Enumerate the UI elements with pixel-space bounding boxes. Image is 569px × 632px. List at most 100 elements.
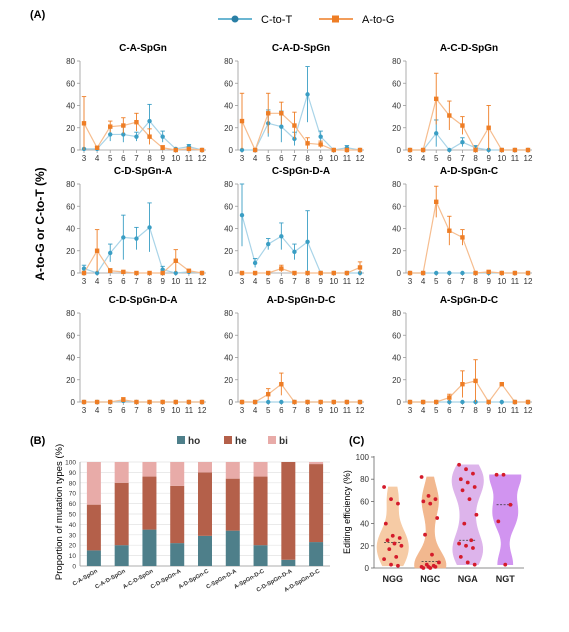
point-ctot <box>447 270 452 276</box>
point-atog <box>147 134 152 139</box>
point-atog <box>81 121 87 126</box>
point-ctot <box>160 267 165 272</box>
x-tick-label: 11 <box>511 406 520 415</box>
data-point <box>458 555 463 559</box>
x-tick-label: 8 <box>305 277 310 286</box>
y-tick-label: 20 <box>66 124 75 133</box>
panel-title: A-SpGn-D-C <box>440 295 498 306</box>
point-atog <box>134 399 139 405</box>
data-point <box>433 564 438 569</box>
point-atog <box>134 270 139 276</box>
series-line-ctot <box>242 92 361 151</box>
point-atog <box>499 270 504 276</box>
point-atog <box>266 392 271 397</box>
panel-c: (C) Editing efficiency (%) 0 20 40 60 80 100 N… <box>342 435 524 584</box>
bar-segment-bi <box>86 462 101 505</box>
x-tick-label: 4 <box>253 154 258 163</box>
y-tick-label: 60 <box>224 331 233 340</box>
series-line-atog <box>410 97 528 152</box>
violin-NGC <box>414 476 447 569</box>
x-tick-label: 5 <box>266 406 271 415</box>
violin-chart: 0 20 40 60 80 100 NGG NGC NGA NGT <box>356 453 524 584</box>
y-tick-label: 40 <box>224 354 233 363</box>
point-ctot <box>305 239 310 245</box>
x-tick-label: 8 <box>473 154 478 163</box>
point-atog <box>160 145 165 150</box>
point-atog <box>447 395 452 400</box>
point-ctot <box>108 250 113 256</box>
point-atog <box>344 147 350 153</box>
point-atog <box>305 141 310 146</box>
point-atog <box>252 399 258 405</box>
y-tick-label: 0 <box>71 146 76 155</box>
panel-a: (A) C-to-T A-to-G A-to-G or C-to-T (%) C… <box>30 9 533 415</box>
y-tick-label: 50 <box>69 512 77 519</box>
x-tick-label: 7 <box>134 406 139 415</box>
x-tick-label: 12 <box>524 406 533 415</box>
point-atog <box>486 125 491 130</box>
point-ctot <box>134 134 139 139</box>
data-point <box>465 480 470 485</box>
point-atog <box>186 268 192 273</box>
point-atog <box>512 399 518 405</box>
point-atog <box>473 147 478 153</box>
x-tick-label: 7 <box>292 154 297 163</box>
point-atog <box>357 399 363 405</box>
y-tick-label: 40 <box>392 225 401 234</box>
data-point <box>396 501 400 506</box>
y-tick-label: 0 <box>229 269 234 278</box>
bar-segment-he <box>114 482 129 546</box>
x-tick-label: NGC <box>420 574 441 584</box>
x-tick-label: 11 <box>511 277 520 286</box>
y-tick-label: 20 <box>66 247 75 256</box>
line-panel: A-C-D-SpGn 0 20 40 60 80 3 4 5 6 7 8 9 10 11 12 <box>392 43 533 163</box>
point-ctot <box>239 212 245 218</box>
point-atog <box>134 119 139 125</box>
bar-segment-bi <box>253 462 268 477</box>
series-line-atog <box>410 380 528 404</box>
point-ctot <box>160 134 165 139</box>
x-tick-label: 3 <box>82 406 87 415</box>
y-tick-label: 80 <box>360 475 369 484</box>
data-point <box>430 552 434 557</box>
panel-title: C-SpGn-D-A <box>272 166 330 177</box>
y-tick-label: 60 <box>66 202 75 211</box>
x-tick-label: 3 <box>408 277 413 286</box>
x-tick-label: 7 <box>460 154 465 163</box>
y-tick-label: 60 <box>66 331 75 340</box>
legend-atog-label: A-to-G <box>362 14 394 26</box>
point-ctot <box>239 147 245 153</box>
y-tick-label: 20 <box>69 543 77 550</box>
x-tick-label: 6 <box>121 406 126 415</box>
data-point <box>496 519 501 524</box>
series-line-atog <box>242 266 361 274</box>
data-point <box>472 562 477 567</box>
point-atog <box>318 142 323 147</box>
x-tick-label: 3 <box>82 277 87 286</box>
x-tick-label: 12 <box>524 277 533 286</box>
data-point <box>390 533 395 538</box>
point-ctot <box>252 260 258 266</box>
x-tick-label: 4 <box>95 154 100 163</box>
point-ctot <box>460 399 465 405</box>
point-atog <box>239 118 245 124</box>
y-tick-label: 20 <box>392 124 401 133</box>
bar-segment-ho <box>225 530 240 566</box>
point-atog <box>108 268 113 273</box>
point-ctot <box>305 92 310 97</box>
data-point <box>458 477 463 482</box>
point-atog <box>331 270 336 276</box>
legend-label-ho: ho <box>188 436 200 447</box>
point-atog <box>499 382 504 387</box>
series-line-ctot <box>241 214 360 274</box>
series-line-atog <box>410 199 528 274</box>
y-tick-label: 40 <box>360 520 369 529</box>
point-atog <box>279 266 284 271</box>
line-panel: A-D-SpGn-D-C 0 20 40 60 80 3 4 5 6 7 8 9 10 11 12 <box>224 295 365 415</box>
x-tick-label: 10 <box>329 406 338 415</box>
point-atog <box>420 270 426 276</box>
point-atog <box>305 270 310 276</box>
point-ctot <box>266 241 271 247</box>
point-atog <box>331 147 336 153</box>
line-panel: C-D-SpGn-A 0 20 40 60 80 3 4 5 6 7 8 9 10 11 12 <box>66 166 207 286</box>
